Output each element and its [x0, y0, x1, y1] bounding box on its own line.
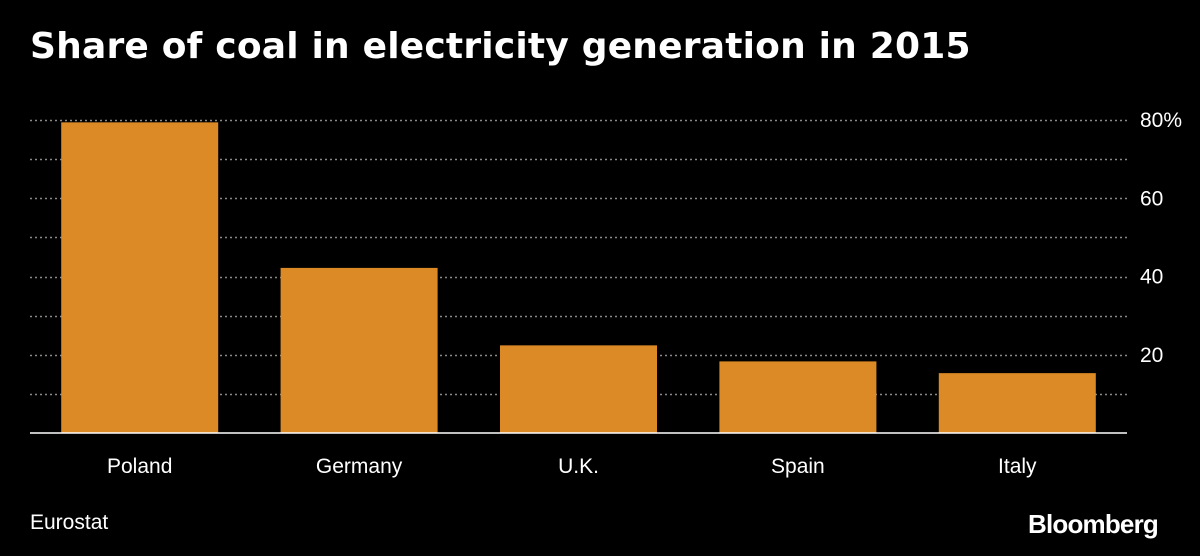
- x-tick-label: Poland: [107, 455, 172, 478]
- y-tick-label: 80%: [1140, 109, 1182, 132]
- x-tick-label: Germany: [316, 455, 403, 478]
- y-tick-labels: 20 40 60 80%: [1140, 109, 1182, 367]
- bar-spain: [719, 361, 877, 433]
- bar-germany: [280, 267, 438, 433]
- bar-italy: [938, 373, 1096, 433]
- chart-title: Share of coal in electricity generation …: [30, 26, 971, 67]
- bloomberg-logo: Bloomberg: [1027, 509, 1159, 539]
- y-tick-label: 40: [1140, 266, 1163, 289]
- x-tick-label: U.K.: [558, 455, 599, 478]
- y-tick-label: 60: [1140, 187, 1163, 210]
- bar-u-k: [500, 345, 657, 433]
- source-label: Eurostat: [30, 511, 109, 534]
- x-tick-label: Spain: [771, 455, 825, 478]
- bars-layer: [61, 122, 1096, 433]
- bar-chart: Poland Germany U.K. Spain Italy 20 40 60 80%: [30, 109, 1182, 478]
- y-tick-label: 20: [1140, 344, 1163, 367]
- x-tick-label: Italy: [998, 455, 1037, 478]
- x-tick-labels: Poland Germany U.K. Spain Italy: [107, 455, 1037, 478]
- bar-poland: [61, 122, 219, 433]
